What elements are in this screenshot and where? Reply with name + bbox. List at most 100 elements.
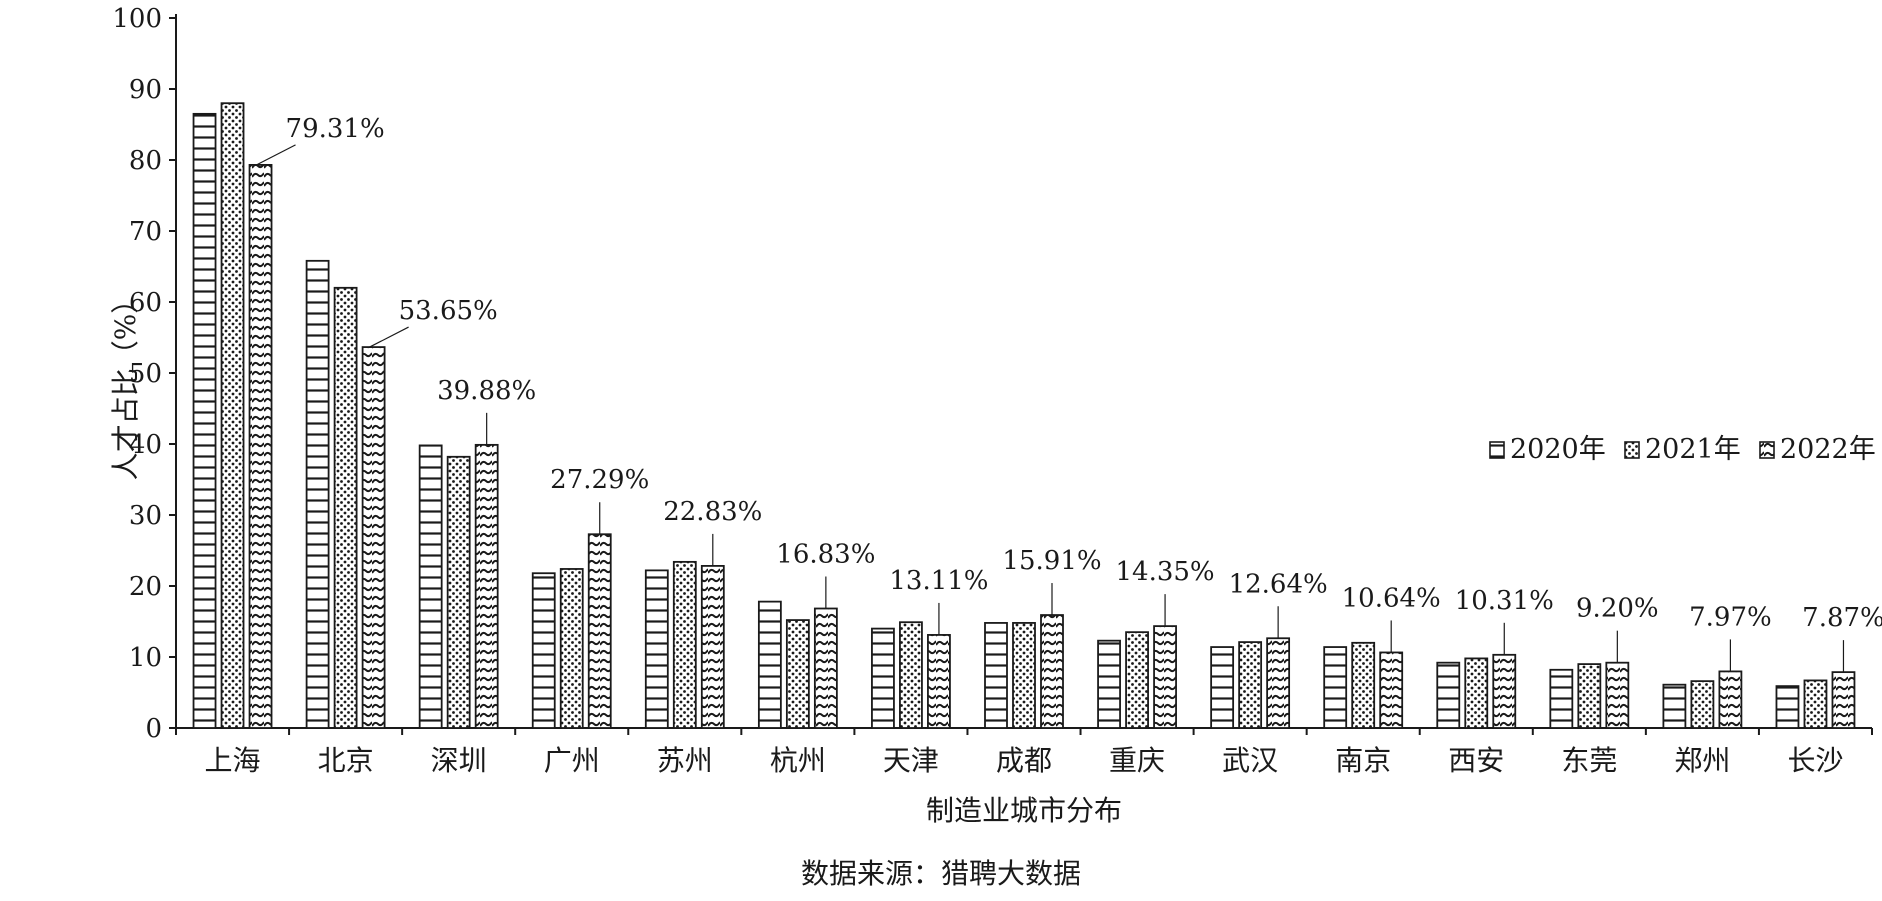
x-tick-label: 广州 [544,744,600,777]
bar [531,572,556,729]
data-label: 22.83% [663,497,762,527]
bar [1605,661,1630,729]
data-label: 12.64% [1229,569,1328,599]
legend-swatch [1759,441,1775,459]
x-tick-label: 郑州 [1674,744,1730,777]
bar [305,259,330,729]
x-tick-label: 长沙 [1787,744,1843,777]
y-axis-title: 人才占比（%） [109,286,142,481]
bar [813,607,838,729]
bar [220,102,245,729]
bar [899,621,923,729]
bar [785,619,810,729]
x-tick-label: 天津 [883,744,939,777]
bar [1379,651,1404,729]
bar [757,600,782,729]
bar [1351,641,1376,729]
data-label: 7.97% [1689,602,1772,632]
x-tick-label: 苏州 [657,744,713,777]
legend-label: 2020年 [1510,434,1606,465]
x-tick-label: 杭州 [770,744,826,777]
bar [361,346,386,729]
bar [1775,685,1800,729]
data-label: 13.11% [889,566,988,596]
bar [333,286,358,729]
y-tick-label: 10 [129,643,162,673]
bar [1266,637,1291,729]
bar [1097,639,1121,729]
bar [1436,661,1461,729]
y-tick-label: 20 [129,572,162,602]
y-tick-label: 70 [129,217,162,247]
data-label: 27.29% [550,465,649,495]
data-label-leader [369,326,409,348]
bar [1238,641,1263,729]
bar [672,560,697,729]
data-label-leader [256,144,296,166]
bar [587,533,612,729]
bar [984,622,1008,729]
axes: 0 10 20 30 40 50 60 70 80 90 100 上海 北京 深圳 广州 苏州 杭州 天津 成都 重庆… [109,4,1873,827]
y-tick-label: 50 [129,359,162,389]
bar [1690,680,1715,729]
bar [1210,646,1235,729]
data-label: 79.31% [286,114,385,144]
data-label: 53.65% [399,296,498,326]
bar [248,163,273,729]
y-tick-label: 0 [145,714,162,744]
x-tick-label: 南京 [1335,744,1391,777]
legend-label: 2021年 [1645,434,1741,465]
data-label: 9.20% [1576,594,1659,624]
bar [644,569,669,729]
x-tick-label: 东莞 [1561,744,1617,777]
y-tick-label: 90 [129,75,162,105]
y-tick-label: 30 [129,501,162,531]
legend-swatch [1489,441,1505,459]
bar [1662,683,1687,729]
bar [192,112,217,729]
data-label: 10.31% [1455,586,1554,616]
data-label: 15.91% [1002,546,1101,576]
bar [1125,631,1149,729]
data-label: 14.35% [1115,557,1214,587]
source-note: 数据来源：猎聘大数据 [800,857,1081,890]
legend-label: 2022年 [1780,434,1876,465]
data-label: 16.83% [776,540,875,570]
bar [1718,670,1743,729]
bar [1492,653,1517,729]
data-label: 7.87% [1802,603,1882,633]
x-axis-title: 制造业城市分布 [926,794,1122,827]
y-tick-label: 100 [112,4,162,34]
y-tick-label: 80 [129,146,162,176]
x-tick-label: 成都 [996,744,1052,777]
x-tick-label: 上海 [205,744,261,777]
bar [1577,663,1602,729]
legend: 2020年 2021年 2022年 [1489,434,1876,465]
bar [446,455,471,729]
bar [1040,614,1064,729]
bar [474,443,499,729]
y-tick-label: 60 [129,288,162,318]
legend-swatch [1624,441,1640,459]
bar [1803,679,1828,729]
bars [192,102,1856,729]
y-tick-label: 40 [129,430,162,460]
bar [1464,657,1489,729]
x-tick-label: 武汉 [1222,744,1278,777]
bar [1831,671,1856,729]
x-tick-label: 重庆 [1109,744,1165,777]
data-label: 39.88% [437,376,536,406]
bar [700,565,725,729]
bar [1323,646,1348,729]
x-tick-label: 深圳 [431,744,487,777]
x-tick-label: 北京 [318,744,374,777]
bar [1153,625,1177,729]
x-tick-label: 西安 [1448,744,1504,777]
bar [927,634,951,729]
bar [1549,668,1574,729]
data-labels: 79.31% 53.65% 39.88% 27.29% 22.83% 16.83% 13.1… [256,114,1882,673]
data-label: 10.64% [1342,583,1441,613]
bar [871,627,895,729]
bar [559,568,584,729]
